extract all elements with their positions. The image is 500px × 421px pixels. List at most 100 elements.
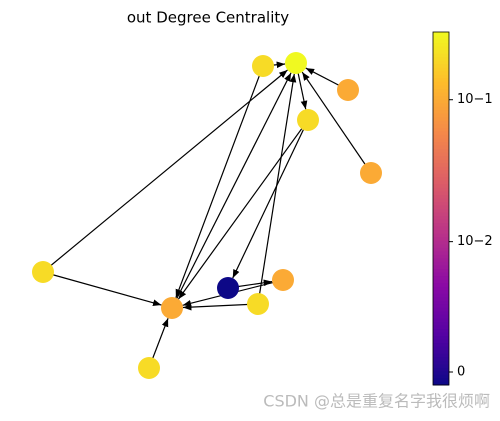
colorbar-segment	[433, 95, 449, 100]
colorbar-segment	[433, 74, 449, 79]
colorbar-segment	[433, 367, 449, 372]
colorbar-segment	[433, 254, 449, 259]
colorbar-segment	[433, 159, 449, 164]
colorbar-segment	[433, 289, 449, 294]
edge	[182, 303, 259, 311]
colorbar-segment	[433, 194, 449, 199]
edges	[42, 61, 372, 369]
colorbar-segment	[433, 190, 449, 195]
colorbar-segment	[433, 247, 449, 252]
colorbar-segment	[433, 60, 449, 65]
colorbar-segment	[433, 264, 449, 270]
edge	[175, 65, 264, 298]
node	[285, 52, 307, 74]
colorbar-segment	[433, 148, 449, 153]
node	[32, 261, 54, 283]
watermark: CSDN @总是重复名字我很烦啊	[263, 392, 490, 411]
colorbar-segment	[433, 307, 449, 312]
colorbar-segment	[433, 152, 449, 157]
colorbar-segment	[433, 176, 449, 181]
colorbar-segment	[433, 339, 449, 344]
colorbar-segment	[433, 360, 449, 365]
colorbar-segment	[433, 353, 449, 358]
colorbar-segment	[433, 257, 449, 262]
colorbar-segment	[433, 42, 449, 47]
colorbar-segment	[433, 342, 449, 347]
colorbar-segment	[433, 286, 449, 291]
colorbar-segment	[433, 370, 449, 375]
colorbar-segment	[433, 335, 449, 340]
colorbar-tick-label: 10−1	[457, 92, 493, 107]
colorbar-segment	[433, 130, 449, 135]
colorbar-segment	[433, 363, 449, 368]
colorbar-segment	[433, 173, 449, 178]
colorbar-segment	[433, 39, 449, 44]
node	[272, 269, 294, 291]
colorbar-segment	[433, 226, 449, 231]
colorbar-segment	[433, 236, 449, 241]
colorbar-segment	[433, 162, 449, 167]
colorbar-segment	[433, 155, 449, 160]
colorbar-segment	[433, 197, 449, 202]
colorbar-segment	[433, 183, 449, 188]
edge	[301, 71, 372, 174]
colorbar-segment	[433, 53, 449, 58]
edge	[171, 72, 292, 309]
colorbar-segment	[433, 303, 449, 308]
colorbar-segment	[433, 32, 449, 37]
colorbar-segment	[433, 275, 449, 280]
colorbar-segment	[433, 35, 449, 40]
colorbar-segment	[433, 356, 449, 361]
colorbar-segment	[433, 88, 449, 93]
colorbar-segment	[433, 169, 449, 174]
colorbar-segment	[433, 215, 449, 220]
colorbar-segment	[433, 222, 449, 227]
colorbar-segment	[433, 250, 449, 255]
node	[360, 162, 382, 184]
colorbar-segment	[433, 127, 449, 132]
colorbar-segment	[433, 109, 449, 114]
colorbar-segment	[433, 92, 449, 97]
colorbar-segment	[433, 321, 449, 326]
colorbar-segment	[433, 332, 449, 337]
colorbar-tick-label: 10−2	[457, 234, 493, 249]
colorbar-segment	[433, 282, 449, 287]
colorbar-segment	[433, 324, 449, 330]
colorbar-segment	[433, 219, 449, 224]
chart-title: out Degree Centrality	[127, 9, 289, 27]
edge	[257, 73, 297, 305]
colorbar-segment	[433, 310, 449, 315]
node	[297, 109, 319, 131]
colorbar-segment	[433, 120, 449, 125]
edge	[42, 271, 162, 307]
colorbar-segment	[433, 123, 449, 128]
colorbar-segment	[433, 144, 449, 149]
colorbar-segment	[433, 268, 449, 273]
colorbar-segment	[433, 317, 449, 322]
colorbar-segment	[433, 81, 449, 86]
colorbar-segment	[433, 77, 449, 82]
colorbar-segment	[433, 84, 449, 89]
colorbar-segment	[433, 314, 449, 319]
node	[252, 55, 274, 77]
colorbar-segment	[433, 180, 449, 185]
colorbar-segment	[433, 229, 449, 234]
colorbar-segment	[433, 106, 449, 111]
colorbar-segment	[433, 328, 449, 333]
edge	[42, 69, 288, 273]
colorbar-segment	[433, 377, 449, 382]
colorbar-segment	[433, 261, 449, 266]
colorbar-segment	[433, 49, 449, 54]
colorbar-tick-label: 0	[457, 365, 465, 380]
node	[138, 357, 160, 379]
colorbar-segment	[433, 374, 449, 379]
colorbar-segment	[433, 134, 449, 139]
edge	[232, 119, 309, 279]
colorbar-segment	[433, 166, 449, 171]
colorbar-segment	[433, 296, 449, 301]
colorbar-segment	[433, 56, 449, 61]
colorbar-segment	[433, 63, 449, 68]
colorbar-segment	[433, 46, 449, 51]
nodes	[32, 52, 382, 379]
